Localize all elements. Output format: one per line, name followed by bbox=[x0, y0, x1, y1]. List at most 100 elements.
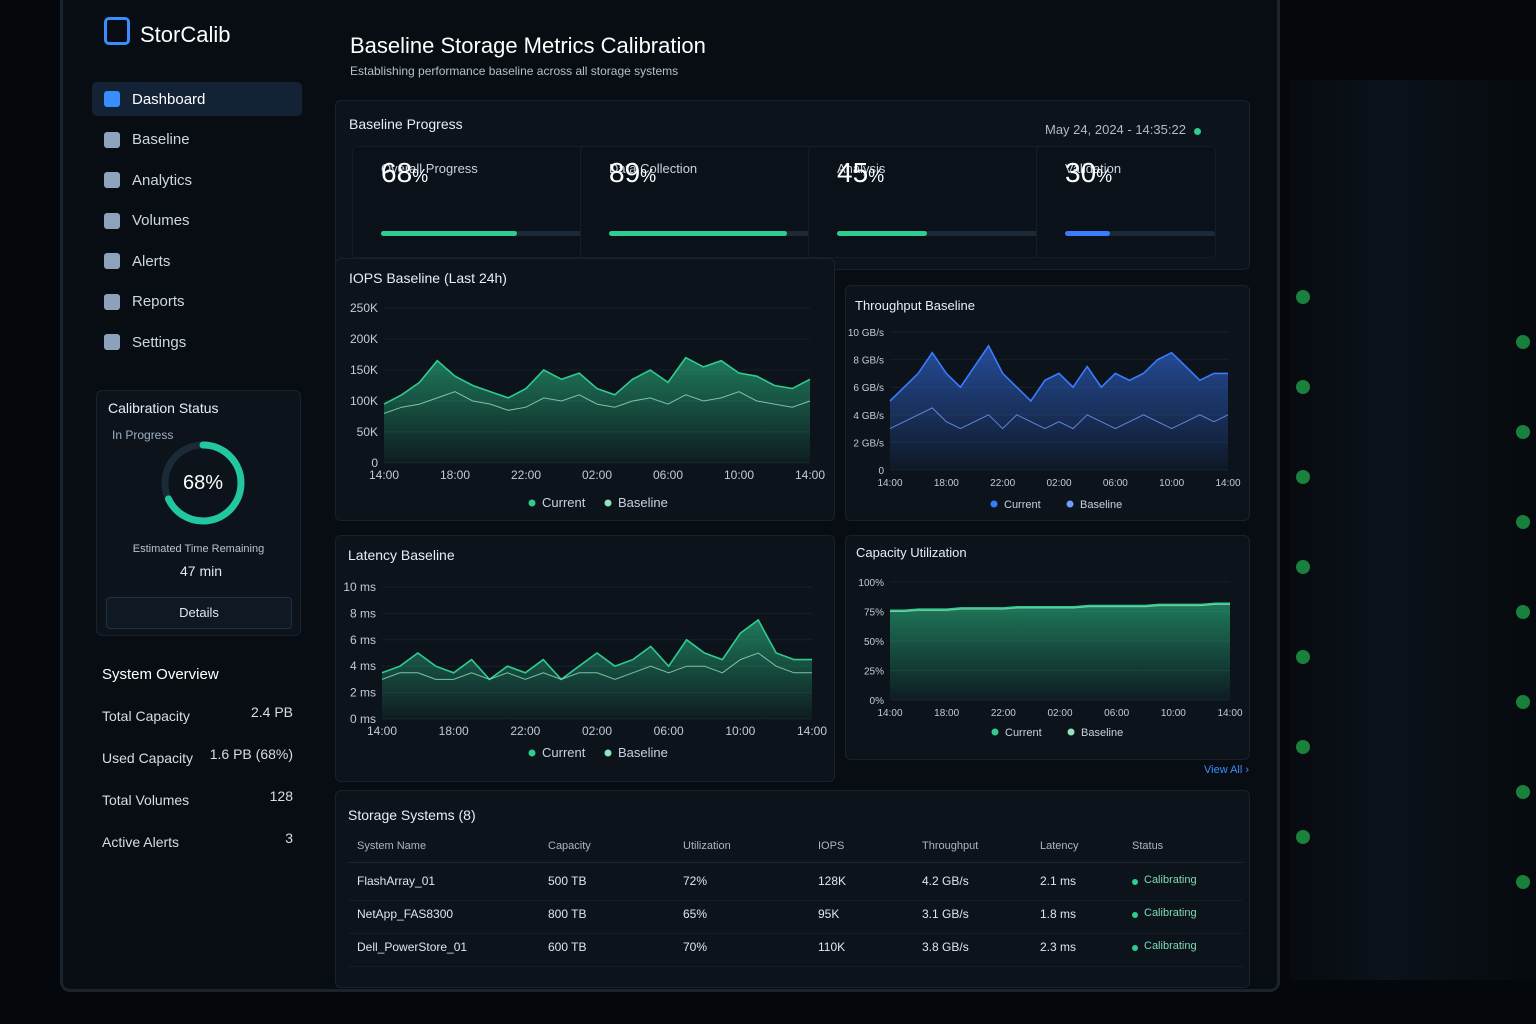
nav-label[interactable]: Reports bbox=[132, 293, 185, 310]
series-line bbox=[889, 407, 1229, 430]
table-cell: 4.2 GB/s bbox=[922, 874, 969, 888]
progress-unit: % bbox=[640, 166, 657, 186]
y-tick-label: 0 bbox=[371, 456, 378, 470]
table-header: System Name bbox=[357, 840, 427, 852]
rack-light bbox=[1296, 290, 1310, 304]
y-tick-label: 0% bbox=[870, 696, 885, 707]
y-tick-label: 10 ms bbox=[343, 580, 376, 594]
table-header: Latency bbox=[1040, 840, 1079, 852]
area bbox=[890, 345, 1228, 470]
table-cell: 600 TB bbox=[548, 940, 587, 954]
rack-light bbox=[1296, 650, 1310, 664]
calibration-title: Calibration Status bbox=[108, 400, 219, 416]
eta: 47 min bbox=[179, 563, 223, 579]
calibration-card bbox=[96, 390, 301, 636]
progress-title: Baseline Progress bbox=[349, 116, 463, 132]
progress-item: 45% Analysis bbox=[808, 146, 1048, 258]
rack-light bbox=[1516, 335, 1530, 349]
x-tick-label: 22:00 bbox=[511, 468, 541, 482]
nav-item[interactable]: Analytics bbox=[92, 163, 302, 197]
nav-label[interactable]: Volumes bbox=[132, 212, 190, 229]
nav-item[interactable]: Volumes bbox=[92, 204, 302, 238]
nav-item[interactable]: Reports bbox=[92, 285, 302, 319]
x-tick-label: 18:00 bbox=[439, 724, 469, 738]
nav-label[interactable]: Analytics bbox=[132, 171, 193, 189]
x-tick-label: 02:00 bbox=[582, 724, 612, 738]
logo-icon bbox=[104, 17, 130, 45]
legend-label: Current bbox=[1004, 499, 1041, 511]
table-cell: FlashArray_01 bbox=[357, 874, 436, 888]
overview-title: System Overview bbox=[102, 666, 219, 683]
series-line bbox=[383, 391, 811, 414]
ring-unit: % bbox=[205, 472, 224, 494]
rack-light bbox=[1296, 740, 1310, 754]
page-title: Baseline Storage Metrics Calibration bbox=[350, 33, 706, 58]
progress-item: 89% Data Collection bbox=[580, 146, 820, 258]
table-cell: 500 TB bbox=[548, 874, 587, 888]
series-line bbox=[889, 344, 1228, 403]
y-tick-label: 100K bbox=[350, 394, 378, 408]
y-tick-label: 75% bbox=[864, 608, 884, 619]
table-header: Utilization bbox=[683, 840, 731, 852]
throughput-title: Throughput Baseline bbox=[855, 298, 975, 313]
y-tick-label: 200K bbox=[350, 332, 378, 346]
nav-item[interactable]: Dashboard bbox=[92, 82, 302, 116]
nav-item[interactable]: Settings bbox=[92, 325, 302, 359]
series-line bbox=[383, 356, 811, 405]
x-tick-label: 06:00 bbox=[653, 468, 683, 482]
table-cell: 95K bbox=[818, 907, 840, 921]
progress-label: Data Collection bbox=[609, 161, 698, 176]
calibration-state: In Progress bbox=[112, 428, 174, 442]
throughput-chart: 0 2 GB/s 4 GB/s 6 GB/s 8 GB/s 10 GB/s 14:00 18:… bbox=[848, 328, 1241, 511]
legend-dot bbox=[528, 749, 536, 757]
progress-item: 30% Validation bbox=[1036, 146, 1216, 258]
nav-icon bbox=[104, 91, 120, 107]
x-tick-label: 06:00 bbox=[1104, 708, 1129, 719]
y-tick-label: 50% bbox=[864, 637, 884, 648]
progress-value-line: 68% bbox=[381, 157, 428, 189]
x-tick-label: 14:00 bbox=[1217, 708, 1242, 719]
nav-icon bbox=[104, 293, 120, 310]
view-all[interactable]: View All bbox=[1204, 764, 1243, 776]
nav-item[interactable]: Alerts bbox=[92, 244, 302, 278]
x-tick-label: 18:00 bbox=[934, 478, 959, 489]
nav-label[interactable]: Alerts bbox=[132, 252, 171, 270]
legend-label: Baseline bbox=[618, 495, 668, 510]
server-rack bbox=[1290, 80, 1536, 980]
progress-bar bbox=[381, 231, 517, 236]
rack-light bbox=[1516, 785, 1530, 799]
nav-label[interactable]: Settings bbox=[132, 333, 187, 351]
rack-light bbox=[1516, 605, 1530, 619]
overview-value: 1.6 PB (68%) bbox=[209, 746, 293, 762]
y-tick-label: 50K bbox=[357, 425, 378, 439]
x-tick-label: 02:00 bbox=[1046, 478, 1071, 489]
progress-track bbox=[1065, 231, 1215, 236]
legend-dot bbox=[991, 728, 999, 736]
nav-item[interactable]: Baseline bbox=[92, 123, 302, 157]
status-dot bbox=[1132, 945, 1138, 951]
overview-label: Used Capacity bbox=[102, 750, 194, 766]
nav-label[interactable]: Baseline bbox=[132, 131, 190, 148]
series-line bbox=[890, 603, 1230, 612]
legend-label: Current bbox=[1005, 727, 1042, 739]
y-tick-label: 6 ms bbox=[350, 633, 376, 647]
view-all-link[interactable]: View All › bbox=[1204, 764, 1250, 776]
details-button[interactable]: Details bbox=[106, 597, 292, 629]
y-tick-label: 0 ms bbox=[350, 712, 376, 726]
table-rule bbox=[348, 862, 1243, 863]
nav-label[interactable]: Dashboard bbox=[132, 90, 206, 108]
y-tick-label: 0 bbox=[878, 466, 884, 477]
table-cell: 800 TB bbox=[548, 907, 587, 921]
row-rule bbox=[348, 966, 1243, 967]
area bbox=[382, 620, 812, 719]
overview-value: 3 bbox=[285, 830, 293, 846]
table-header: Status bbox=[1132, 840, 1164, 852]
progress-item: 68% Overall Progress bbox=[352, 146, 592, 258]
area bbox=[890, 603, 1230, 700]
ring-fill bbox=[161, 441, 245, 525]
table-cell: 110K bbox=[818, 940, 846, 954]
progress-bar bbox=[609, 231, 787, 236]
iops-chart: 0 50K 100K 150K 200K 250K 14:00 18:00 22:00 02:00… bbox=[350, 301, 825, 510]
table-title: Storage Systems (8) bbox=[348, 807, 476, 823]
progress-value-line: 89% bbox=[609, 157, 656, 189]
